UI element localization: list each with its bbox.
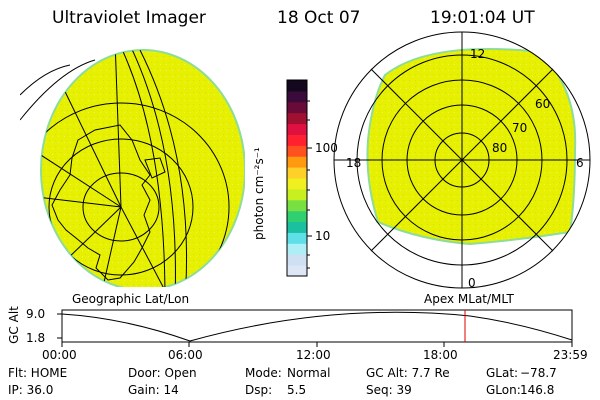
colorbar-segment [287, 123, 307, 135]
status-dsp-value: 5.5 [287, 383, 307, 397]
timeline-xtick-2359: 23:59 [553, 348, 588, 362]
status-glat-value: −78.7 [520, 366, 557, 380]
altitude-curve [61, 311, 573, 342]
colorbar-segment [287, 145, 307, 157]
magnetic-panel [333, 31, 591, 289]
limb-arc [20, 64, 71, 96]
status-mode-value: Normal [287, 366, 331, 380]
colorbar-segment [287, 112, 307, 125]
colorbar-segment [287, 232, 307, 244]
colorbar-segment [287, 210, 307, 223]
uv-emission-disk-left [40, 49, 245, 287]
status-glon-value: 146.8 [520, 383, 555, 397]
colorbar-segment [287, 167, 307, 179]
status-mode-label: Mode: [245, 366, 282, 380]
lat-circle-80 [82, 172, 160, 242]
meridian-curve [129, 50, 176, 287]
meridian [41, 134, 122, 208]
geographic-panel [20, 49, 245, 287]
colorbar [287, 80, 307, 277]
status-gain: Gain: 14 [128, 383, 179, 397]
timeline-plot [57, 309, 573, 347]
timeline-xtick-1800: 18:00 [423, 348, 458, 362]
timeline-ytick-min: 1.8 [26, 331, 46, 345]
meridian-curve [119, 50, 166, 287]
colorbar-segment [287, 178, 307, 190]
mlat-label-70: 70 [512, 121, 528, 135]
left-panel-caption: Geographic Lat/Lon [72, 292, 190, 306]
mlt-diagonal [370, 68, 554, 252]
status-glon-label: GLon: [486, 383, 521, 397]
colorbar-segment [287, 265, 307, 277]
colorbar-segment [287, 134, 307, 146]
meridian [114, 50, 122, 208]
timeline-xtick-0000: 00:00 [42, 348, 77, 362]
colorbar-frame [286, 79, 308, 277]
timeline-xtick-0600: 06:00 [168, 348, 203, 362]
status-gc-alt: GC Alt: 7.7 Re [366, 366, 450, 380]
colorbar-segment [287, 188, 307, 201]
date-label: 18 Oct 07 [277, 8, 361, 28]
colorbar-segment [287, 254, 307, 266]
app-title: Ultraviolet Imager [52, 8, 206, 28]
meridian [120, 206, 171, 287]
meridian-curve [139, 50, 188, 287]
mlt-label-0: 0 [468, 276, 476, 290]
mlt-label-6: 6 [576, 156, 584, 170]
colorbar-segment [287, 243, 307, 255]
colorbar-segment [287, 90, 307, 103]
lat-circle-70 [48, 138, 194, 276]
mlat-label-80: 80 [492, 141, 508, 155]
meridian [41, 194, 122, 208]
coastline [51, 124, 151, 281]
mlat-label-60: 60 [535, 97, 551, 111]
status-glat-label: GLat: [486, 366, 519, 380]
status-ip: IP: 36.0 [8, 383, 54, 397]
lat-circle-60 [41, 102, 230, 287]
colorbar-segment [287, 156, 307, 168]
colorbar-tick-100: 100 [315, 141, 338, 155]
mlt-label-12: 12 [470, 47, 486, 61]
timeline-frame [61, 309, 573, 343]
colorbar-tick-10: 10 [315, 229, 331, 243]
time-label: 19:01:04 UT [430, 8, 535, 28]
status-flt: Flt: HOME [8, 366, 68, 380]
timeline-axis-label: GC Alt [7, 306, 21, 344]
limb-arc [20, 59, 96, 121]
colorbar-segment [287, 101, 307, 114]
timeline-ytick-max: 9.0 [26, 307, 46, 321]
status-dsp-label: Dsp: [245, 383, 273, 397]
colorbar-segment [287, 80, 307, 92]
colorbar-unit-label: photon cm⁻²s⁻¹ [252, 147, 266, 240]
timeline-xtick-1200: 12:00 [296, 348, 331, 362]
colorbar-segment [287, 221, 307, 233]
status-seq: Seq: 39 [366, 383, 412, 397]
right-panel-caption: Apex MLat/MLT [424, 292, 514, 306]
coastline-island [144, 157, 166, 179]
colorbar-segment [287, 199, 307, 212]
status-door: Door: Open [128, 366, 197, 380]
mlt-label-18: 18 [346, 156, 362, 170]
